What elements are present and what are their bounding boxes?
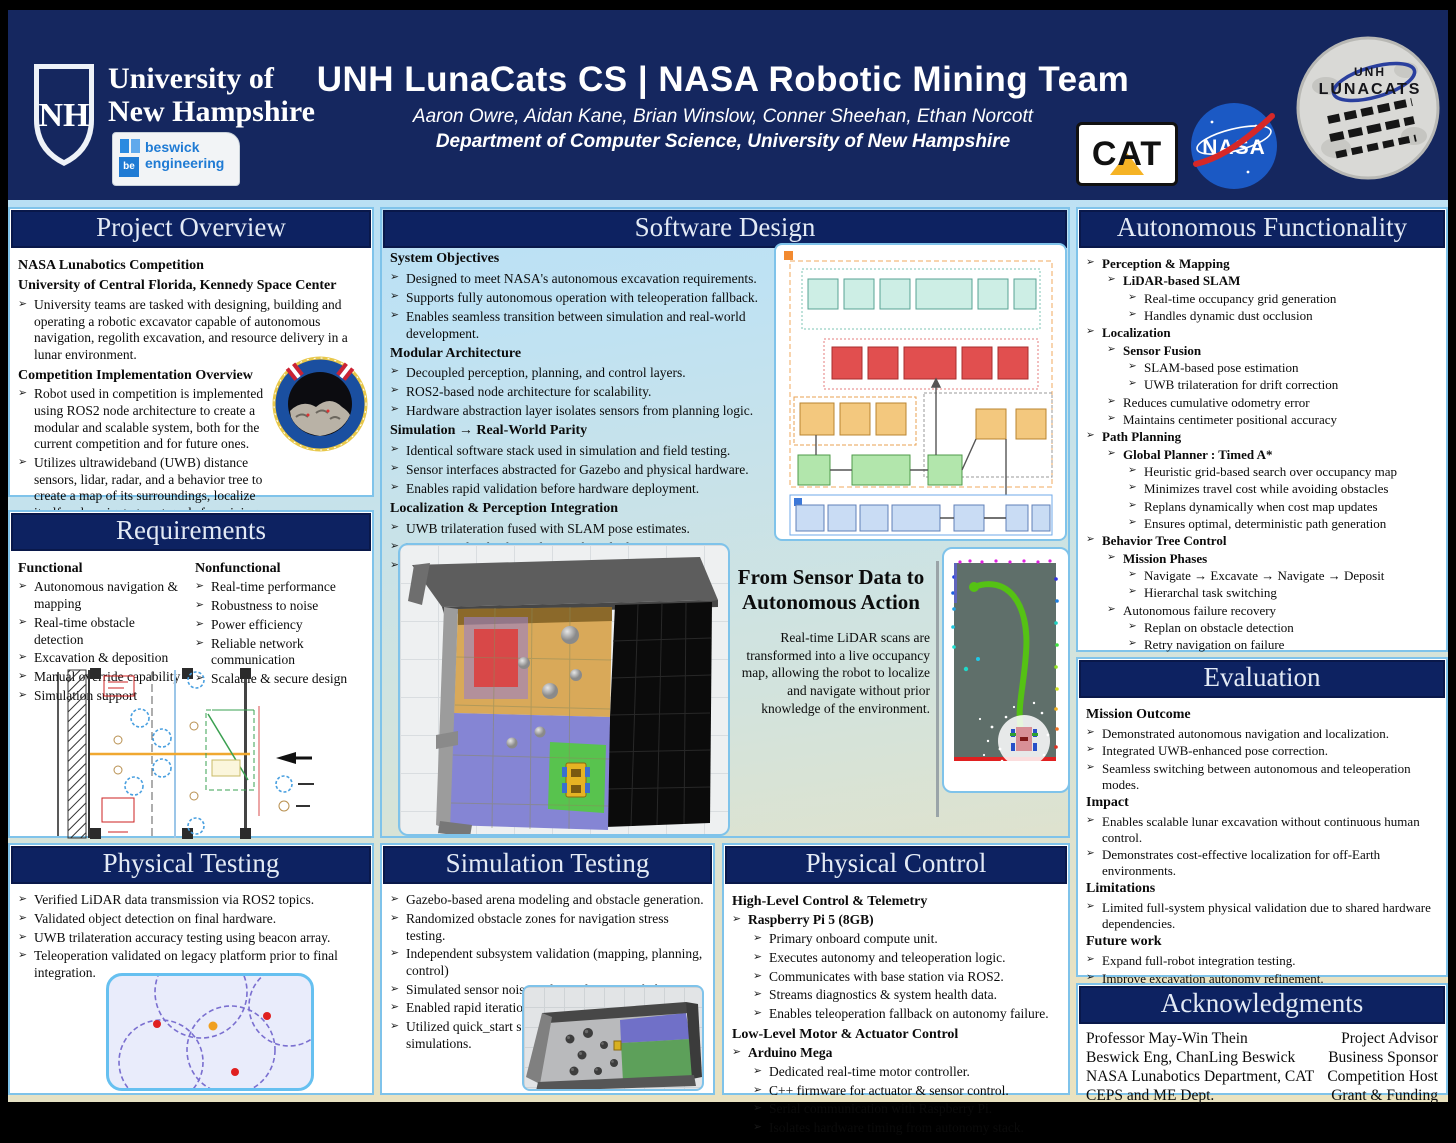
beswick-book-icon (120, 139, 129, 153)
section-title: Evaluation (1079, 660, 1445, 699)
acknowledgments-text: Professor May-Win Thein Project Advisor … (1078, 1025, 1446, 1110)
callout-divider (936, 561, 939, 817)
project-overview-text: NASA Lunabotics Competition University of… (10, 249, 372, 545)
physical-control-text: High-Level Control & TelemetryRaspberry … (724, 885, 1068, 1143)
gazebo-sim-image (522, 985, 704, 1091)
department-line: Department of Computer Science, Universi… (435, 131, 1011, 152)
occupancy-map-image (942, 547, 1070, 793)
section-title: Simulation Testing (383, 846, 712, 885)
title-block: UNH LunaCats CS | NASA Robotic Mining Te… (258, 60, 1188, 153)
nasa-logo: NASA (1190, 102, 1278, 195)
svg-text:CAT: CAT (1092, 135, 1162, 173)
acknowledgment-row: CEPS and ME Dept. Grant & Funding (1086, 1086, 1438, 1104)
functional-column: Functional Autonomous navigation & mappi… (18, 557, 187, 707)
section-project-overview: Project Overview NASA Lunabotics Competi… (8, 207, 374, 537)
section-requirements: Requirements Functional Autonomous navig… (8, 510, 374, 840)
acknowledgment-row: Beswick Eng, ChanLing Beswick Business S… (1086, 1048, 1438, 1066)
section-title: Physical Control (725, 846, 1067, 885)
section-physical-control: Physical Control High-Level Control & Te… (722, 843, 1070, 1135)
unh-shield-logo: NH (32, 62, 96, 173)
university-name: University of New Hampshire (108, 62, 315, 128)
section-physical-testing: Physical Testing Verified LiDAR data tra… (8, 843, 374, 1105)
physical-testing-text: Verified LiDAR data transmission via ROS… (10, 885, 372, 988)
lunacats-text-top: UNH (1354, 65, 1386, 79)
software-architecture-diagram (774, 243, 1067, 541)
callout-text: Real-time LiDAR scans are transformed in… (741, 630, 930, 716)
sensor-data-callout: From Sensor Data to Autonomous Action Re… (732, 565, 930, 717)
section-software-design: Software Design System ObjectivesDesigne… (380, 207, 1070, 838)
callout-title: From Sensor Data to Autonomous Action (737, 565, 925, 615)
section-evaluation: Evaluation Mission OutcomeDemonstrated a… (1076, 657, 1448, 1003)
section-title: Project Overview (11, 210, 371, 249)
lunabotics-badge (272, 355, 368, 458)
cat-logo: CAT (1076, 122, 1178, 186)
header-banner: NH University of New Hampshire be beswic… (8, 10, 1448, 200)
gazebo-arena-image (398, 543, 730, 836)
section-title: Software Design (383, 210, 1067, 249)
autonomous-functionality-text: Perception & MappingLiDAR-based SLAMReal… (1078, 249, 1446, 676)
beswick-logo: be beswick engineering (112, 132, 240, 186)
section-title: Physical Testing (11, 846, 371, 885)
section-title: Requirements (11, 513, 371, 552)
software-design-text: System ObjectivesDesigned to meet NASA's… (390, 247, 770, 577)
lunacats-patch: UNH LUNACATS (1296, 36, 1440, 185)
section-autonomous-functionality: Autonomous Functionality Perception & Ma… (1076, 207, 1448, 670)
poster-title: UNH LunaCats CS | NASA Robotic Mining Te… (316, 60, 1130, 99)
acknowledgment-row: NASA Lunabotics Department, CAT Competit… (1086, 1067, 1438, 1085)
arena-floorplan-image (44, 666, 372, 842)
lunacats-text-bottom: LUNACATS (1319, 81, 1422, 98)
evaluation-text: Mission OutcomeDemonstrated autonomous n… (1078, 699, 1446, 1010)
section-title: Acknowledgments (1079, 986, 1445, 1025)
authors-line: Aaron Owre, Aidan Kane, Brian Winslow, C… (412, 106, 1034, 127)
section-title: Autonomous Functionality (1079, 210, 1445, 249)
acknowledgment-row: Professor May-Win Thein Project Advisor (1086, 1030, 1438, 1048)
section-acknowledgments: Acknowledgments Professor May-Win Thein … (1076, 983, 1448, 1104)
poster: NH University of New Hampshire be beswic… (8, 10, 1448, 1135)
trilateration-diagram (106, 945, 330, 1105)
section-simulation-testing: Simulation Testing Gazebo-based arena mo… (380, 843, 715, 1095)
nh-monogram: NH (39, 97, 90, 134)
